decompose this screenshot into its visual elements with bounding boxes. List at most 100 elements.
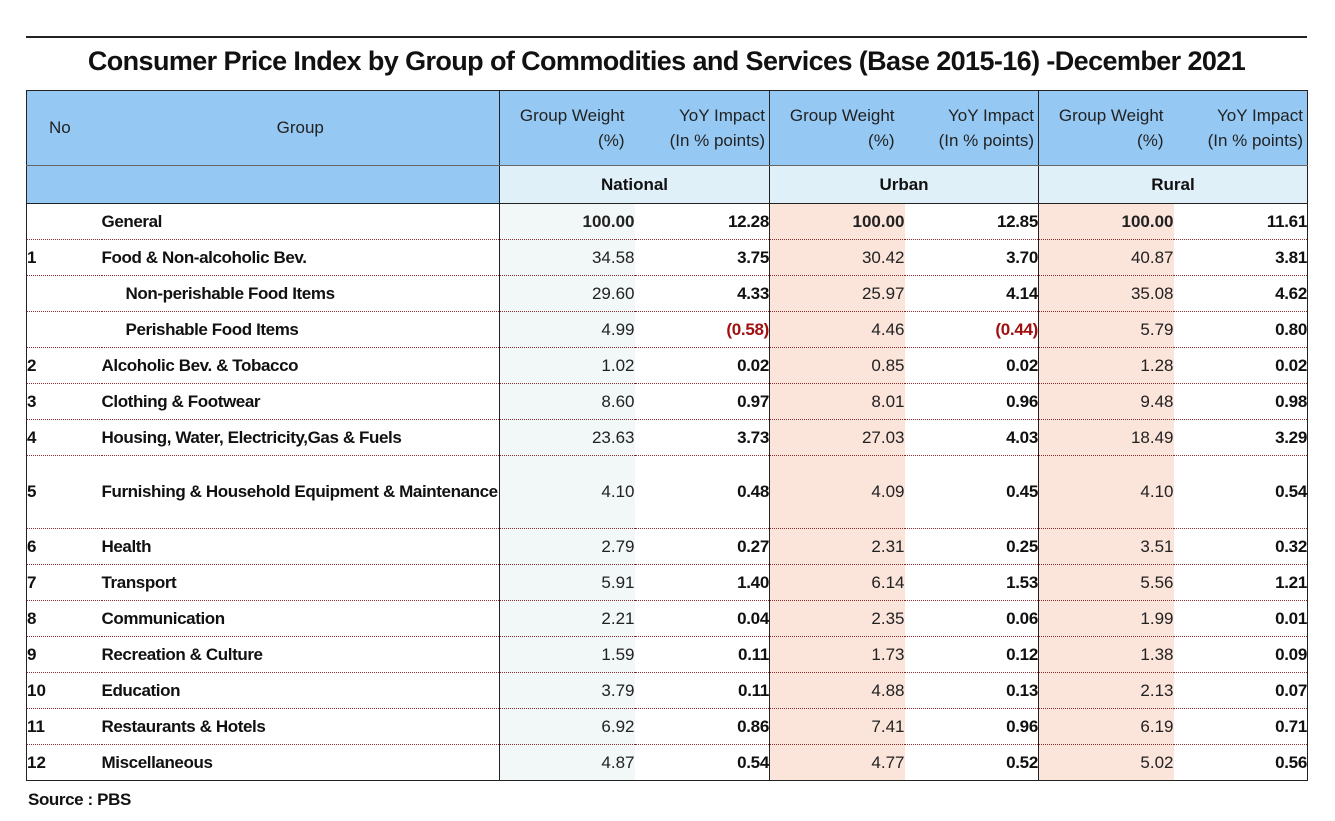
national-impact: 0.02 bbox=[634, 347, 770, 384]
rural-impact: 0.01 bbox=[1173, 600, 1308, 637]
rural-impact: 1.21 bbox=[1173, 564, 1308, 601]
rural-weight: 2.13 bbox=[1038, 672, 1174, 709]
national-impact: 0.97 bbox=[634, 383, 770, 420]
rural-weight: 1.28 bbox=[1038, 347, 1174, 384]
rural-impact: 0.32 bbox=[1173, 528, 1308, 565]
row-no: 8 bbox=[26, 600, 102, 637]
table-row: 11 Restaurants & Hotels 6.92 0.86 7.41 0… bbox=[26, 708, 1308, 745]
national-weight: 29.60 bbox=[499, 275, 635, 312]
row-no: 12 bbox=[26, 744, 102, 781]
rural-impact: 0.09 bbox=[1173, 636, 1308, 673]
row-group: Miscellaneous bbox=[101, 744, 500, 781]
rural-impact: 11.61 bbox=[1173, 203, 1308, 240]
urban-weight: 7.41 bbox=[769, 708, 905, 745]
row-no: 3 bbox=[26, 383, 102, 420]
national-impact: 0.86 bbox=[634, 708, 770, 745]
table-row: 8 Communication 2.21 0.04 2.35 0.06 1.99… bbox=[26, 600, 1308, 637]
rural-impact: 0.71 bbox=[1173, 708, 1308, 745]
row-no: 10 bbox=[26, 672, 102, 709]
urban-weight: 4.09 bbox=[769, 455, 905, 529]
national-weight: 6.92 bbox=[499, 708, 635, 745]
region-row: National Urban Rural bbox=[26, 165, 1308, 204]
urban-impact: 0.06 bbox=[904, 600, 1039, 637]
row-group: Transport bbox=[101, 564, 500, 601]
row-group: Food & Non-alcoholic Bev. bbox=[101, 239, 500, 276]
header-national-weight: Group Weight (%) bbox=[499, 90, 635, 166]
national-impact: 3.73 bbox=[634, 419, 770, 456]
row-group: Communication bbox=[101, 600, 500, 637]
rural-impact: 3.81 bbox=[1173, 239, 1308, 276]
header-weight-label: Group Weight bbox=[519, 106, 625, 125]
table-row: 10 Education 3.79 0.11 4.88 0.13 2.13 0.… bbox=[26, 672, 1308, 709]
header-impact-label: YoY Impact bbox=[947, 106, 1034, 125]
table-row: 5 Furnishing & Household Equipment & Mai… bbox=[26, 455, 1308, 529]
urban-impact: 0.25 bbox=[904, 528, 1039, 565]
national-weight: 23.63 bbox=[499, 419, 635, 456]
urban-impact: 0.96 bbox=[904, 708, 1039, 745]
header-impact-unit: (In % points) bbox=[938, 131, 1034, 150]
rural-impact: 0.80 bbox=[1173, 311, 1308, 348]
rural-impact: 0.98 bbox=[1173, 383, 1308, 420]
row-group: Housing, Water, Electricity,Gas & Fuels bbox=[101, 419, 500, 456]
row-no: 5 bbox=[26, 455, 102, 529]
urban-impact: 0.45 bbox=[904, 455, 1039, 529]
header-no: No bbox=[26, 90, 102, 166]
urban-impact: 0.96 bbox=[904, 383, 1039, 420]
rural-impact: 3.29 bbox=[1173, 419, 1308, 456]
national-weight: 100.00 bbox=[499, 203, 635, 240]
header-row: No Group Group Weight (%) YoY Impact (In %… bbox=[26, 90, 1308, 166]
row-no: 7 bbox=[26, 564, 102, 601]
urban-weight: 1.73 bbox=[769, 636, 905, 673]
source-note: Source : PBS bbox=[28, 790, 131, 809]
row-group: General bbox=[101, 203, 500, 240]
urban-weight: 8.01 bbox=[769, 383, 905, 420]
header-rural-impact: YoY Impact (In % points) bbox=[1173, 90, 1308, 166]
rural-impact: 0.07 bbox=[1173, 672, 1308, 709]
rural-weight: 5.56 bbox=[1038, 564, 1174, 601]
table-row: 7 Transport 5.91 1.40 6.14 1.53 5.56 1.2… bbox=[26, 564, 1308, 601]
urban-weight: 2.35 bbox=[769, 600, 905, 637]
national-weight: 5.91 bbox=[499, 564, 635, 601]
national-impact: 1.40 bbox=[634, 564, 770, 601]
urban-impact: (0.44) bbox=[904, 311, 1039, 348]
row-no: 4 bbox=[26, 419, 102, 456]
row-no bbox=[26, 203, 102, 240]
top-rule bbox=[26, 36, 1307, 38]
national-impact: 0.54 bbox=[634, 744, 770, 781]
national-weight: 2.21 bbox=[499, 600, 635, 637]
rural-impact: 0.56 bbox=[1173, 744, 1308, 781]
national-impact: 3.75 bbox=[634, 239, 770, 276]
urban-weight: 25.97 bbox=[769, 275, 905, 312]
header-impact-label: YoY Impact bbox=[1216, 106, 1303, 125]
row-group: Non-perishable Food Items bbox=[101, 275, 500, 312]
row-no: 9 bbox=[26, 636, 102, 673]
urban-impact: 1.53 bbox=[904, 564, 1039, 601]
header-weight-unit: (%) bbox=[598, 131, 625, 150]
row-no: 1 bbox=[26, 239, 102, 276]
national-weight: 4.10 bbox=[499, 455, 635, 529]
national-impact: 0.04 bbox=[634, 600, 770, 637]
rural-weight: 18.49 bbox=[1038, 419, 1174, 456]
urban-weight: 0.85 bbox=[769, 347, 905, 384]
urban-impact: 0.13 bbox=[904, 672, 1039, 709]
urban-weight: 6.14 bbox=[769, 564, 905, 601]
national-impact: 0.11 bbox=[634, 636, 770, 673]
rural-impact: 0.02 bbox=[1173, 347, 1308, 384]
header-impact-label: YoY Impact bbox=[678, 106, 765, 125]
national-weight: 8.60 bbox=[499, 383, 635, 420]
header-weight-label: Group Weight bbox=[789, 106, 895, 125]
row-group: Clothing & Footwear bbox=[101, 383, 500, 420]
urban-impact: 4.14 bbox=[904, 275, 1039, 312]
rural-weight: 3.51 bbox=[1038, 528, 1174, 565]
row-no bbox=[26, 311, 102, 348]
header-urban-impact: YoY Impact (In % points) bbox=[904, 90, 1039, 166]
row-group: Recreation & Culture bbox=[101, 636, 500, 673]
national-weight: 3.79 bbox=[499, 672, 635, 709]
urban-weight: 27.03 bbox=[769, 419, 905, 456]
urban-weight: 4.46 bbox=[769, 311, 905, 348]
national-weight: 1.02 bbox=[499, 347, 635, 384]
rural-weight: 100.00 bbox=[1038, 203, 1174, 240]
rural-weight: 35.08 bbox=[1038, 275, 1174, 312]
table-row: 2 Alcoholic Bev. & Tobacco 1.02 0.02 0.8… bbox=[26, 347, 1308, 384]
header-impact-unit: (In % points) bbox=[669, 131, 765, 150]
